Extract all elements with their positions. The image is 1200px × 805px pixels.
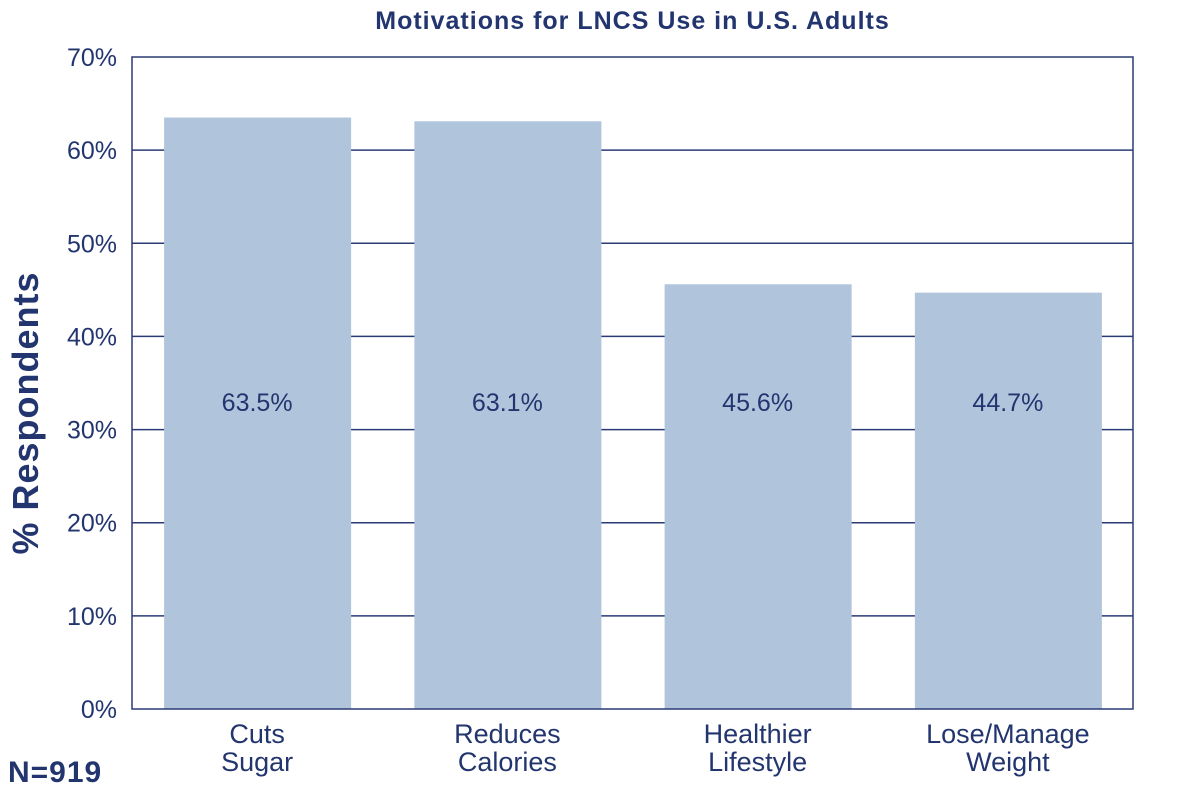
data-label: 63.1% xyxy=(472,389,543,417)
chart-title: Motivations for LNCS Use in U.S. Adults xyxy=(375,7,890,35)
y-tick-labels: 0% 10% 20% 30% 40% 50% 60% 70% xyxy=(67,44,117,724)
data-labels: 63.5% 63.1% 45.6% 44.7% xyxy=(222,389,1044,417)
y-tick-label: 20% xyxy=(67,510,117,538)
y-tick-label: 50% xyxy=(67,230,117,258)
y-tick-label: 10% xyxy=(67,603,117,631)
data-label: 45.6% xyxy=(722,389,793,417)
data-label: 63.5% xyxy=(222,389,293,417)
x-tick-label: Healthier Lifestyle xyxy=(704,719,812,777)
y-tick-label: 40% xyxy=(67,323,117,351)
x-tick-label: Reduces Calories xyxy=(454,719,561,777)
y-axis-label: % Respondents xyxy=(5,271,46,554)
data-label: 44.7% xyxy=(972,389,1043,417)
plot-border xyxy=(131,56,1134,710)
y-tick-label: 70% xyxy=(67,44,117,72)
x-tick-labels: Cuts Sugar Reduces Calories Healthier Lifesty… xyxy=(221,719,1090,777)
x-tick-label: Cuts Sugar xyxy=(221,719,293,777)
bar-4 xyxy=(914,292,1102,709)
x-tick-label: Lose/Manage Weight xyxy=(926,719,1090,777)
bar-3 xyxy=(664,284,852,709)
bars xyxy=(164,117,1102,710)
bar-1 xyxy=(164,117,352,710)
y-tick-label: 60% xyxy=(67,137,117,165)
y-tick-label: 0% xyxy=(81,696,117,724)
y-tick-label: 30% xyxy=(67,417,117,445)
sample-size-note: N=919 xyxy=(8,756,103,789)
plot-frame xyxy=(131,56,1134,710)
bar-2 xyxy=(414,121,602,710)
